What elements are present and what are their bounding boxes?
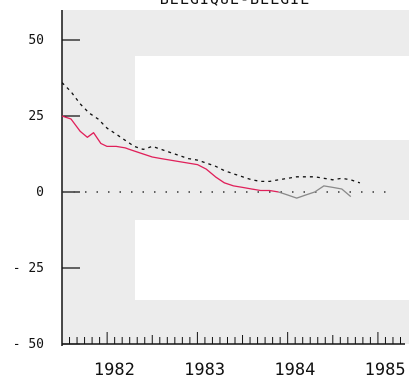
chart-title: BELGIQUE-BELGIË [160, 0, 310, 8]
x-tick-label: 1985 [365, 360, 406, 380]
y-tick-label: - 50 [13, 337, 44, 352]
y-tick-label: 0 [36, 185, 44, 200]
background-band-middle [62, 140, 409, 220]
x-tick-label: 1983 [184, 360, 225, 380]
background-band-left-upper [62, 56, 135, 144]
y-tick-label: - 25 [13, 261, 44, 276]
x-tick-label: 1982 [94, 360, 135, 380]
x-tick-label: 1984 [274, 360, 315, 380]
background-band-left-lower [62, 220, 135, 300]
y-tick-label: 25 [28, 109, 44, 124]
background-band-top [62, 10, 409, 56]
y-tick-label: 50 [28, 33, 44, 48]
